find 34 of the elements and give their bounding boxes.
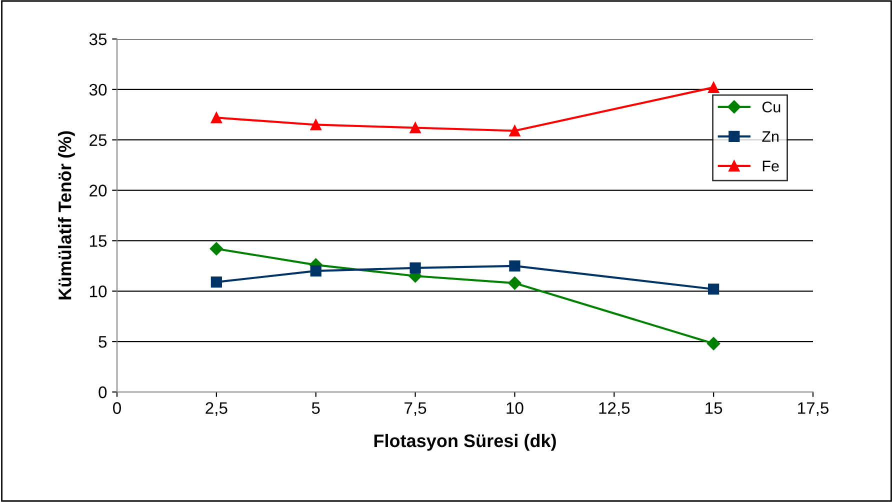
point	[210, 276, 222, 288]
y-tick-label: 0	[98, 386, 107, 398]
point	[210, 242, 224, 256]
point	[508, 276, 522, 290]
x-tick-label: 7,5	[404, 402, 426, 416]
y-tick-label: 30	[89, 84, 107, 96]
point	[706, 337, 720, 350]
point	[310, 119, 322, 130]
point	[310, 265, 322, 277]
y-tick-label: 35	[89, 33, 107, 46]
x-tick-label: 2,5	[206, 402, 228, 416]
y-axis-title: Kümülatif Tenör (%)	[58, 131, 75, 300]
x-tick-label: 10	[506, 402, 524, 414]
point	[410, 122, 421, 134]
x-tick-label: 12,5	[599, 402, 630, 416]
legend-label: Fe	[762, 160, 779, 172]
point	[708, 82, 720, 93]
legend-label: Zn	[762, 131, 778, 142]
point	[210, 112, 222, 124]
point	[509, 125, 520, 136]
point	[509, 260, 520, 272]
y-tick-label: 15	[90, 235, 107, 247]
point	[708, 284, 720, 295]
y-tick-label: 20	[90, 184, 107, 196]
legend-label: Cu	[762, 102, 780, 112]
x-tick-label: 0	[113, 402, 121, 414]
y-tick-label: 10	[90, 286, 107, 298]
x-tick-label: 15	[706, 402, 722, 414]
x-tick-label: 17,5	[798, 402, 829, 416]
x-tick-label: 5	[312, 402, 320, 414]
point	[410, 262, 421, 274]
x-axis-title: Flotasyon Süresi (dk)	[374, 434, 556, 451]
y-tick-label: 25	[90, 134, 107, 146]
y-tick-label: 5	[98, 336, 107, 348]
